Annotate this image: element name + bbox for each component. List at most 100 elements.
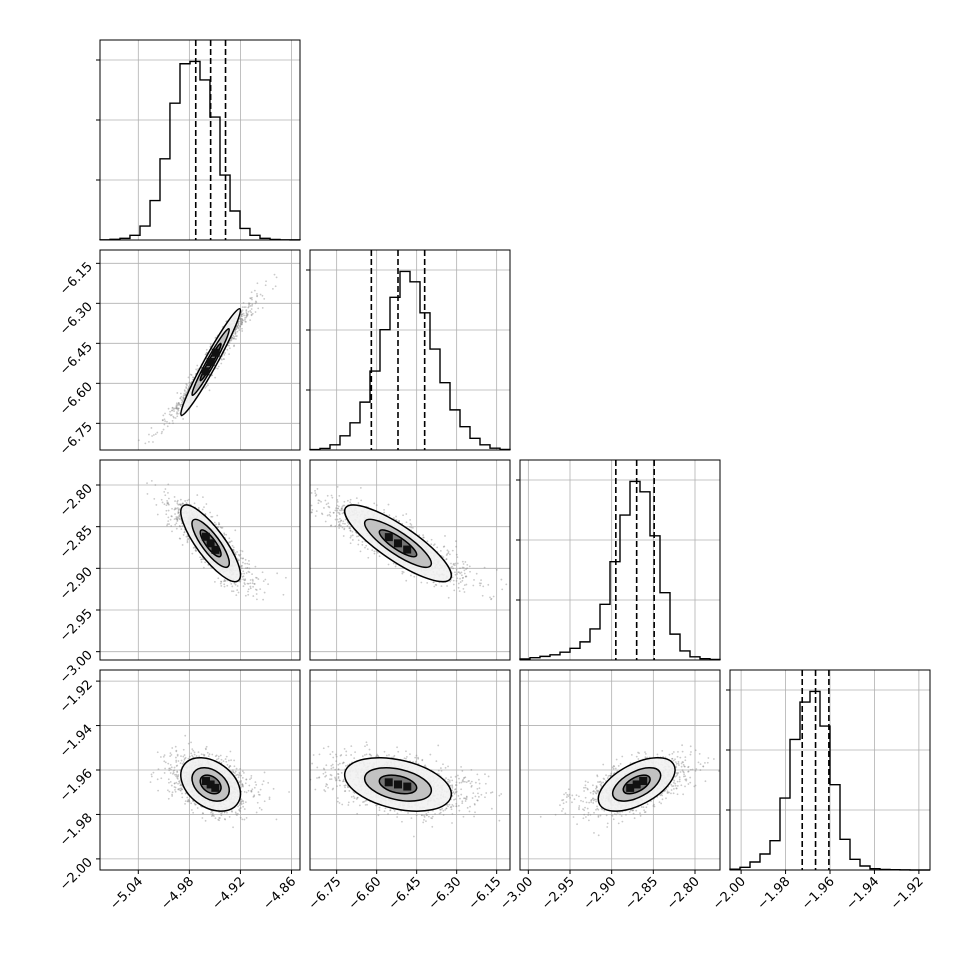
sample-point: [247, 590, 249, 593]
sample-point: [240, 313, 243, 316]
sample-point: [143, 453, 145, 455]
sample-point: [224, 352, 227, 354]
sample-point: [422, 534, 425, 537]
sample-point: [451, 549, 454, 552]
sample-point: [234, 338, 237, 340]
sample-point: [242, 575, 245, 578]
sample-point: [252, 585, 255, 588]
sample-point: [180, 522, 183, 525]
sample-point: [178, 403, 181, 406]
sample-point: [239, 553, 242, 556]
sample-point: [177, 408, 179, 411]
sample-point: [342, 509, 344, 512]
sample-point: [238, 327, 240, 329]
sample-point: [394, 565, 397, 568]
sample-point: [314, 489, 316, 492]
sample-point: [276, 572, 279, 575]
sample-point: [458, 571, 461, 574]
sample-point: [175, 406, 178, 409]
sample-point: [205, 353, 207, 355]
sample-point: [395, 515, 397, 518]
sample-point: [244, 306, 247, 309]
sample-point: [154, 484, 157, 486]
sample-point: [357, 535, 360, 537]
sample-point: [242, 319, 245, 322]
y-tick-label: −2.90: [57, 565, 96, 604]
sample-point: [246, 582, 249, 585]
sample-point: [244, 317, 246, 319]
sample-point: [179, 405, 182, 408]
sample-point: [447, 550, 450, 553]
sample-point: [177, 403, 180, 406]
sample-point: [177, 402, 180, 405]
sample-point: [183, 389, 186, 392]
sample-point: [340, 507, 343, 510]
sample-point: [232, 337, 235, 340]
sample-point: [232, 546, 235, 549]
sample-point: [232, 334, 235, 337]
sample-point: [233, 337, 236, 340]
sample-point: [430, 538, 433, 541]
sample-point: [176, 507, 179, 509]
sample-point: [456, 562, 459, 565]
sample-point: [256, 294, 259, 297]
sample-point: [337, 521, 340, 523]
sample-point: [306, 502, 308, 504]
sample-point: [241, 306, 244, 309]
sample-point: [174, 417, 177, 419]
sample-point: [305, 492, 307, 494]
sample-point: [230, 339, 232, 342]
sample-point: [162, 428, 165, 431]
sample-point: [228, 541, 231, 544]
sample-point: [182, 394, 185, 397]
sample-point: [343, 504, 346, 507]
sample-point: [323, 507, 325, 509]
sample-point: [161, 430, 163, 433]
sample-point: [300, 494, 302, 496]
sample-point: [346, 524, 349, 527]
sample-point: [393, 517, 395, 519]
sample-point: [181, 544, 184, 546]
sample-point: [412, 526, 414, 529]
sample-point: [327, 502, 330, 505]
sample-point: [239, 325, 242, 328]
sample-point: [160, 498, 163, 501]
sample-point: [452, 563, 455, 566]
sample-point: [162, 414, 165, 417]
sample-point: [175, 527, 178, 530]
sample-point: [182, 398, 185, 400]
panel-2-1: [300, 459, 511, 661]
sample-point: [251, 312, 254, 315]
sample-point: [241, 567, 243, 570]
sample-point: [178, 511, 180, 514]
sample-point: [247, 593, 250, 596]
sample-point: [371, 549, 374, 552]
sample-point: [447, 552, 450, 554]
sample-point: [365, 544, 368, 547]
sample-point: [339, 520, 342, 523]
sample-point: [350, 535, 352, 537]
sample-point: [223, 358, 226, 360]
sample-point: [246, 315, 248, 318]
sample-point: [387, 503, 390, 506]
sample-point: [176, 502, 179, 505]
sample-point: [179, 397, 182, 400]
sample-point: [339, 524, 342, 527]
sample-point: [197, 506, 200, 509]
sample-point: [241, 318, 244, 321]
sample-point: [328, 513, 331, 516]
sample-point: [310, 504, 313, 507]
sample-point: [216, 514, 219, 517]
sample-point: [430, 543, 433, 546]
sample-point: [447, 596, 450, 599]
sample-point: [239, 565, 242, 568]
sample-point: [180, 395, 183, 398]
sample-point: [176, 518, 179, 521]
sample-point: [274, 285, 277, 288]
sample-point: [332, 511, 335, 514]
sample-point: [346, 521, 349, 524]
panel-2-0: −3.00−2.95−2.90−2.85−2.80: [57, 459, 301, 687]
sample-point: [263, 591, 266, 594]
sample-point: [458, 590, 461, 593]
sample-point: [170, 413, 173, 416]
